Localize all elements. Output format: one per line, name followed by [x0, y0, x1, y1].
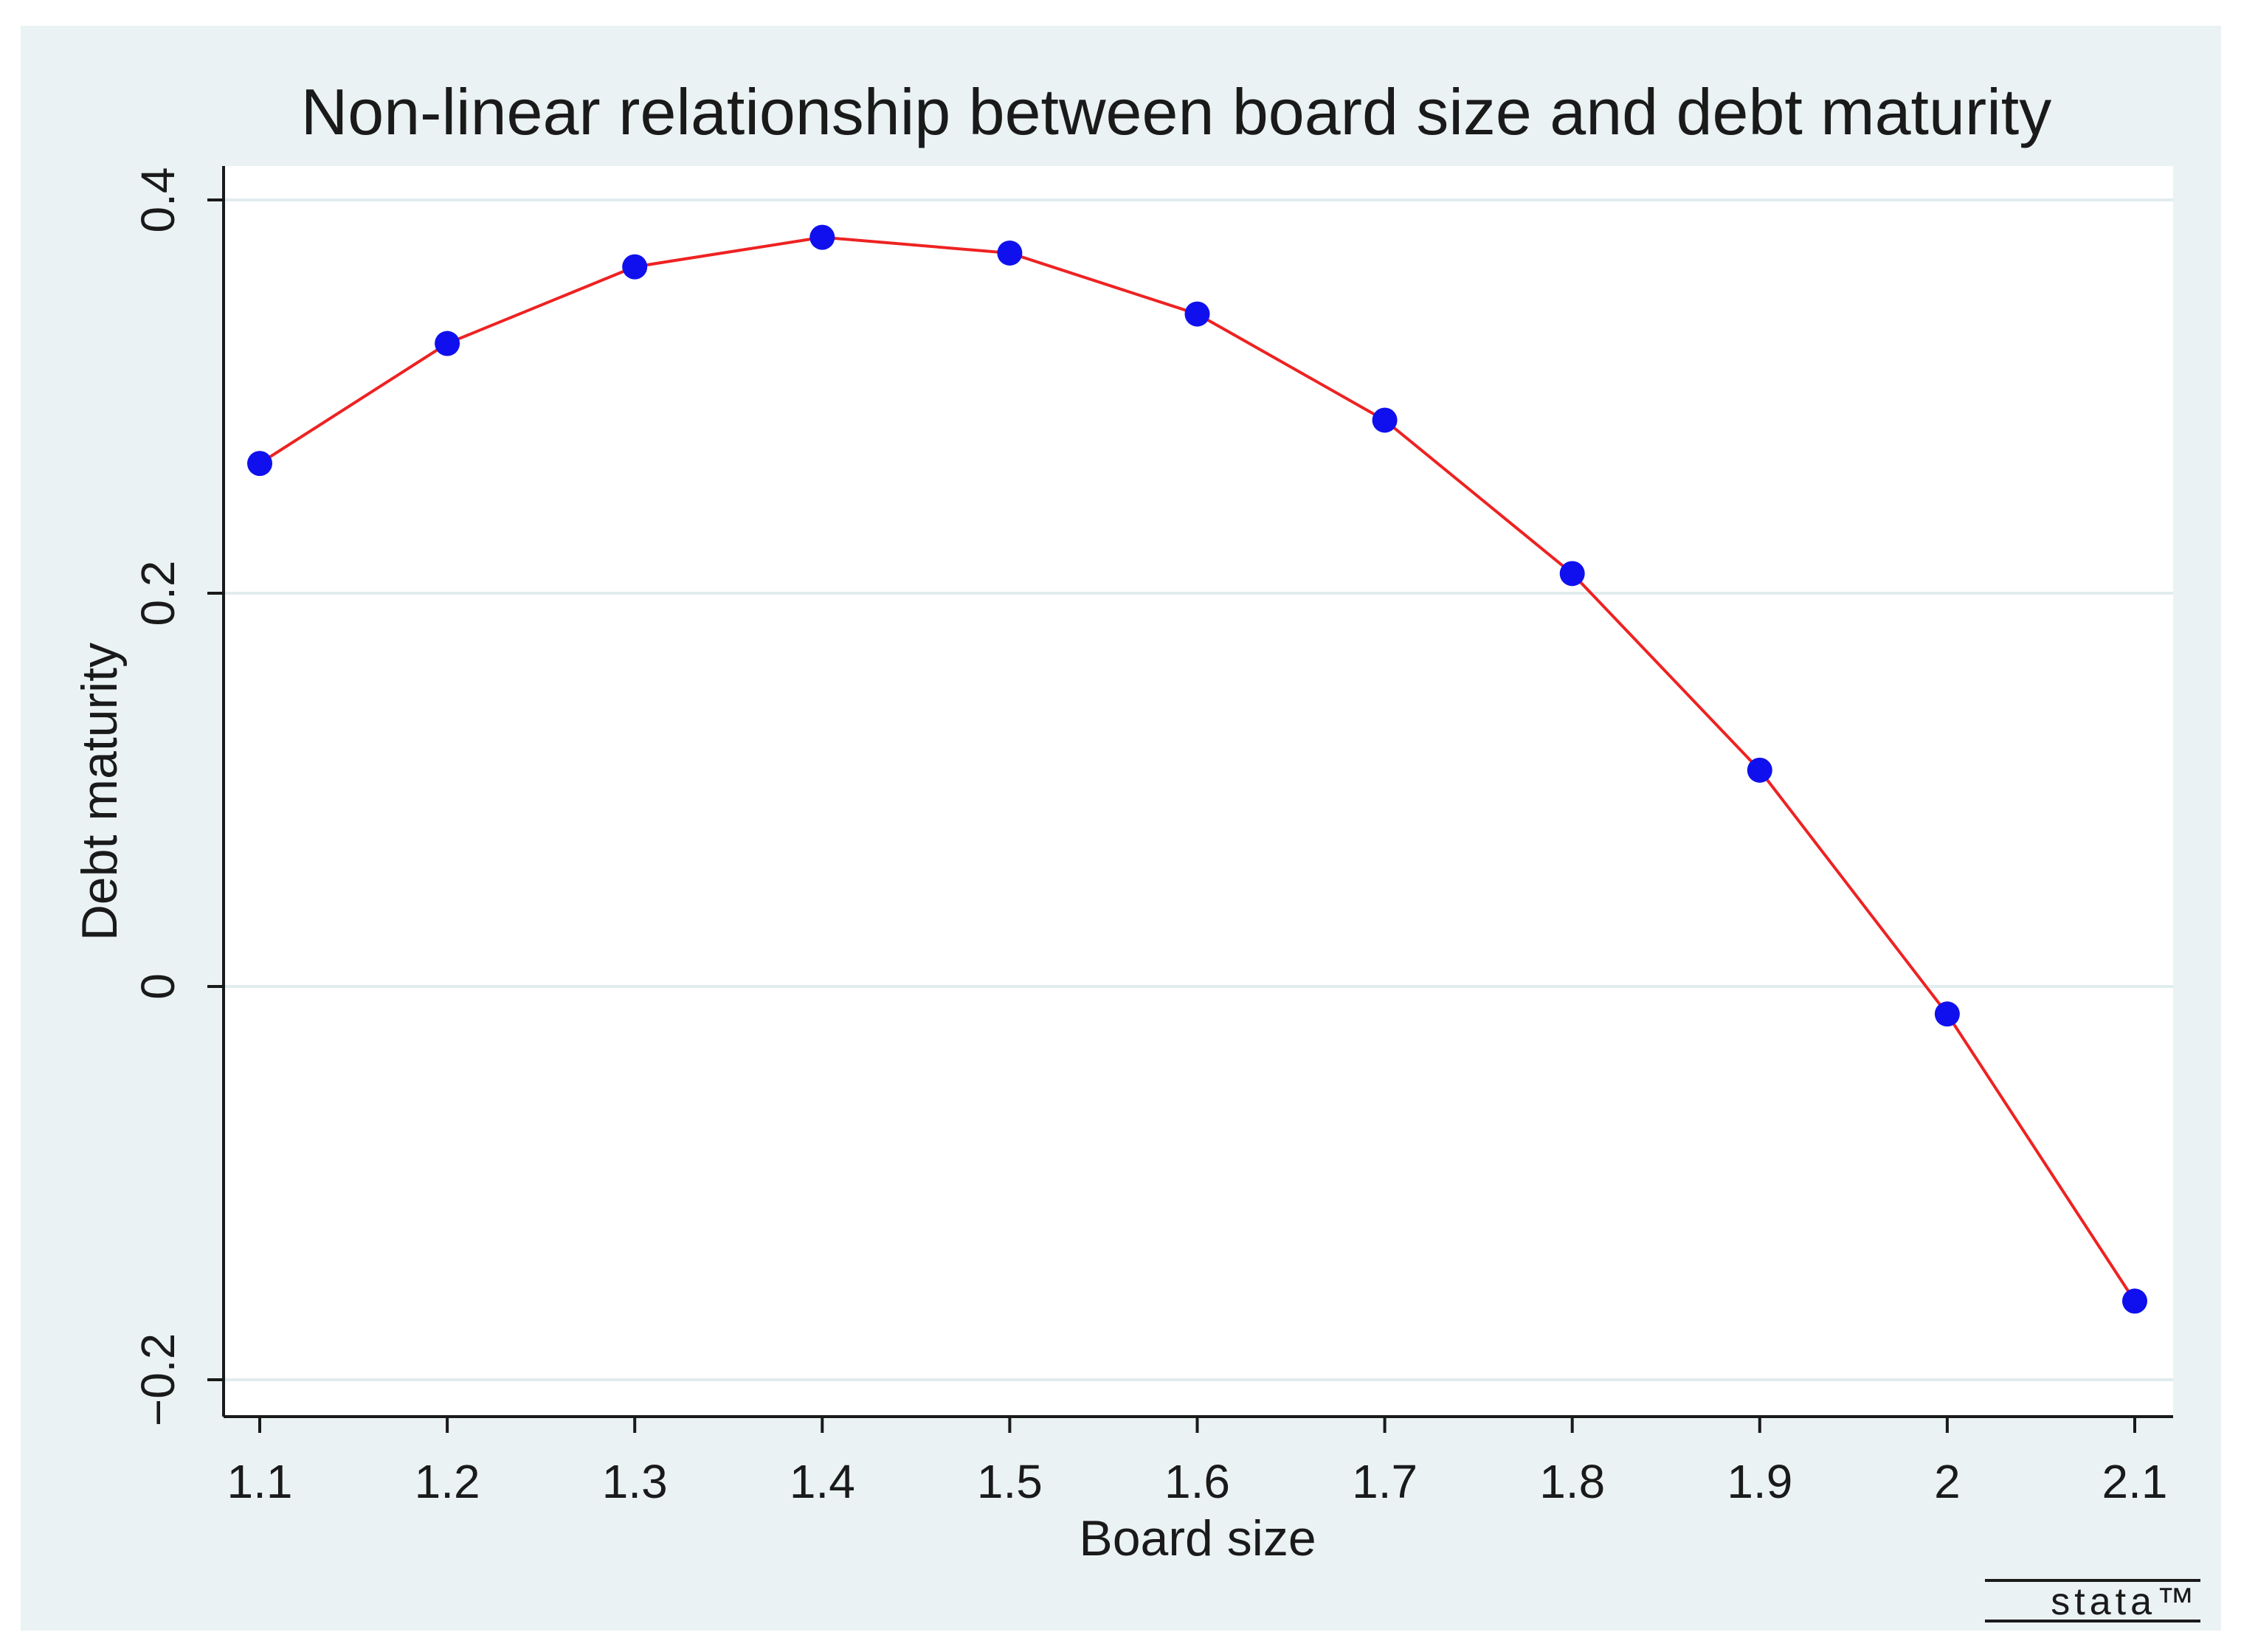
data-point-9 [1934, 1001, 1960, 1027]
y-tick-label-3: 0.4 [131, 167, 184, 233]
x-tick-label-1: 1.2 [415, 1455, 480, 1508]
x-tick-label-8: 1.9 [1727, 1455, 1792, 1508]
x-tick-label-6: 1.7 [1352, 1455, 1418, 1508]
data-point-1 [435, 331, 460, 356]
data-point-10 [2122, 1288, 2147, 1314]
stata-watermark-text: stata™ [2051, 1580, 2199, 1623]
chart-title: Non-linear relationship between board si… [301, 75, 2051, 148]
x-tick-label-10: 2.1 [2102, 1455, 2168, 1508]
y-tick-label-0: −0.2 [131, 1333, 184, 1426]
x-tick-label-7: 1.8 [1539, 1455, 1605, 1508]
y-tick-label-1: 0 [131, 973, 184, 1000]
x-tick-label-9: 2 [1934, 1455, 1961, 1508]
ticks: 1.1 1.2 1.3 1.4 1.5 1.6 1.7 1.8 1.9 2 2.1 −0.2 0 0.2 0… [131, 167, 2167, 1508]
y-tick-label-2: 0.2 [131, 561, 184, 626]
stata-watermark: stata™ [1985, 1579, 2200, 1623]
data-point-6 [1372, 407, 1398, 433]
x-tick-label-2: 1.3 [602, 1455, 668, 1508]
x-tick-label-0: 1.1 [227, 1455, 293, 1508]
x-tick-label-5: 1.6 [1164, 1455, 1230, 1508]
y-axis-label: Debt maturity [72, 643, 128, 941]
series-points [247, 224, 2147, 1314]
data-point-5 [1184, 301, 1210, 327]
plot-area [224, 166, 2173, 1417]
data-point-3 [809, 224, 835, 250]
data-point-4 [997, 240, 1023, 266]
x-axis-label: Board size [1079, 1510, 1316, 1566]
data-point-2 [622, 254, 648, 280]
data-point-0 [247, 451, 272, 477]
gridlines [224, 198, 2173, 1381]
data-point-8 [1747, 757, 1772, 783]
x-tick-label-4: 1.5 [977, 1455, 1043, 1508]
x-tick-label-3: 1.4 [790, 1455, 855, 1508]
data-point-7 [1559, 561, 1585, 587]
